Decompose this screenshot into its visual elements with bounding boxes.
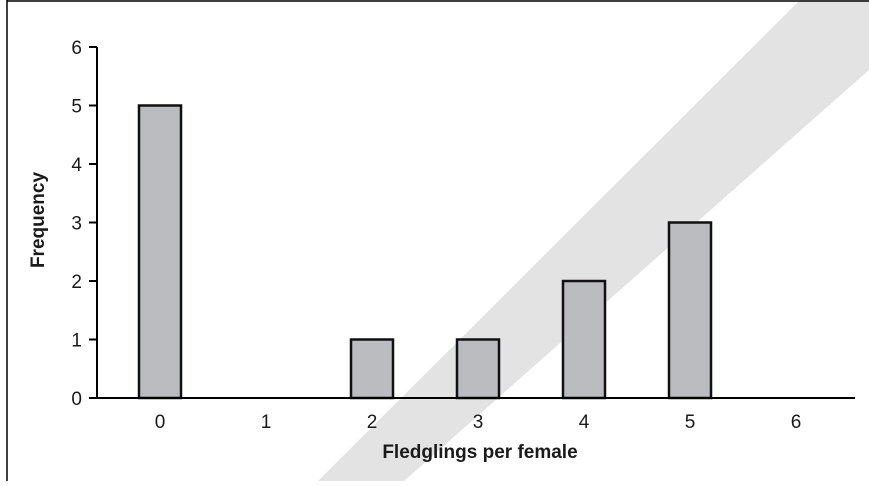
bar-2 <box>349 338 395 400</box>
y-tick-label: 4 <box>71 155 82 176</box>
bar-3 <box>455 338 501 400</box>
x-tick-label: 0 <box>155 412 166 433</box>
x-tick-label: 4 <box>579 412 590 433</box>
bar-4 <box>561 279 607 400</box>
y-axis-title: Frequency <box>28 172 49 269</box>
x-tick-label: 5 <box>685 412 696 433</box>
y-ticks-layer: 0 1 2 3 4 5 6 <box>71 38 97 410</box>
bars-layer <box>137 104 713 400</box>
bar-0 <box>137 104 183 400</box>
y-tick-label: 1 <box>71 331 82 352</box>
x-tick-label: 3 <box>473 412 484 433</box>
watermark <box>318 0 869 481</box>
x-tick-label: 1 <box>261 412 272 433</box>
y-tick-label: 0 <box>71 389 82 410</box>
y-tick-label: 5 <box>71 97 82 118</box>
x-ticks-layer: 0 1 2 3 4 5 6 <box>155 412 802 433</box>
x-axis-title: Fledglings per female <box>382 442 577 463</box>
y-tick-label: 2 <box>71 272 82 293</box>
bar-5 <box>667 221 713 400</box>
x-tick-label: 2 <box>367 412 378 433</box>
y-tick-label: 3 <box>71 214 82 235</box>
y-tick-label: 6 <box>71 38 82 59</box>
x-tick-label: 6 <box>791 412 802 433</box>
